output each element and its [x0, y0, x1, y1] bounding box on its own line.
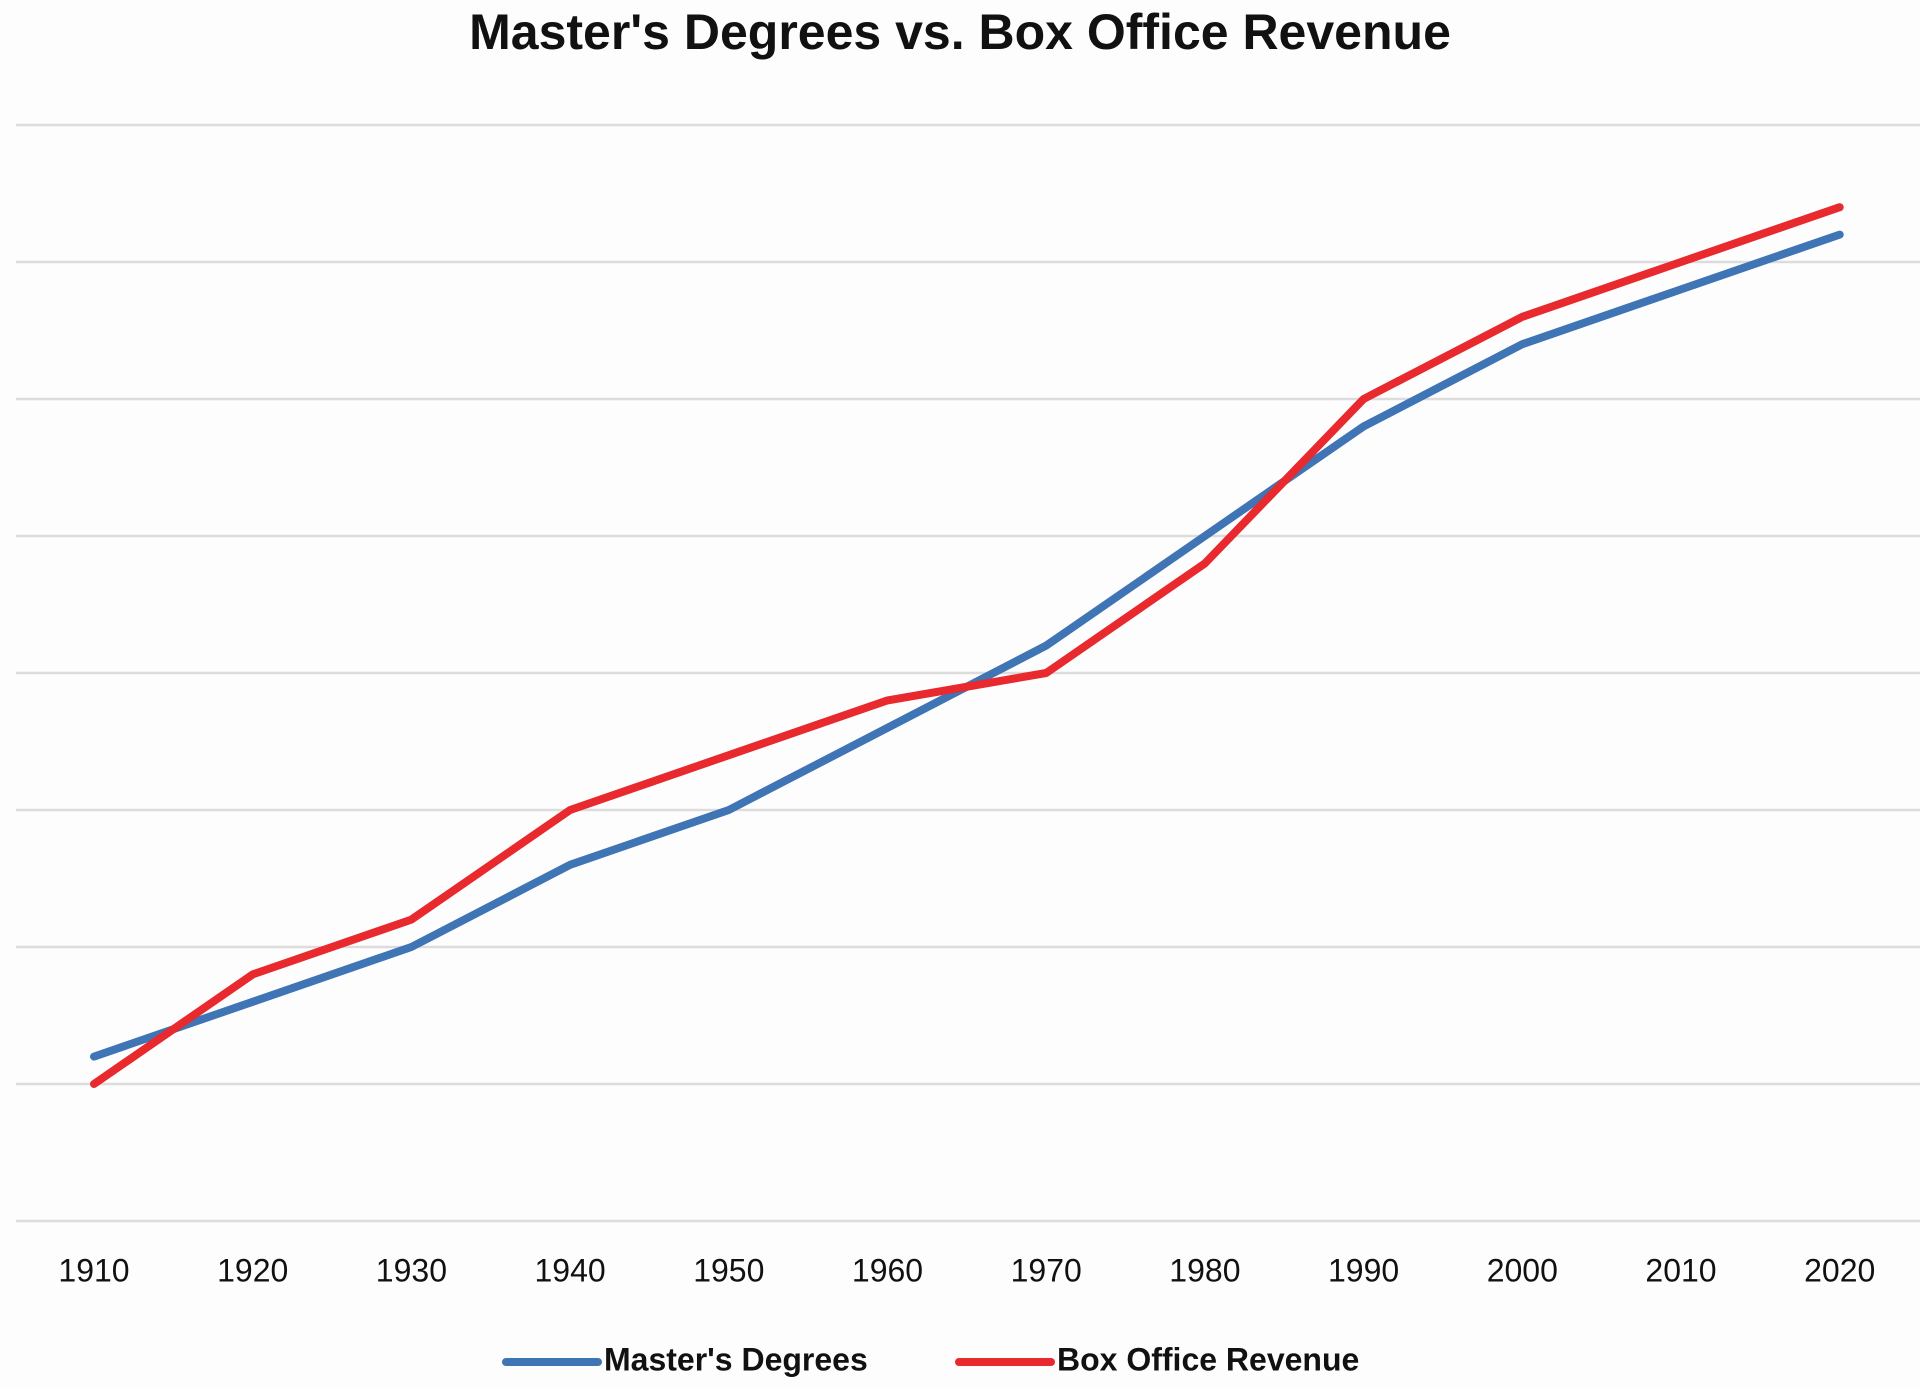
- x-tick-label: 1910: [58, 1252, 129, 1288]
- x-tick-label: 1920: [217, 1252, 288, 1288]
- x-tick-label: 1990: [1328, 1252, 1399, 1288]
- legend-label: Box Office Revenue: [1057, 1341, 1359, 1377]
- series-line: [90, 203, 1844, 1088]
- legend-label: Master's Degrees: [604, 1341, 868, 1377]
- x-tick-label: 2010: [1645, 1252, 1716, 1288]
- x-tick-label: 1960: [852, 1252, 923, 1288]
- x-tick-label: 1950: [693, 1252, 764, 1288]
- x-tick-label: 2020: [1804, 1252, 1875, 1288]
- x-tick-label: 1940: [535, 1252, 606, 1288]
- x-tick-label: 1970: [1011, 1252, 1082, 1288]
- chart-title: Master's Degrees vs. Box Office Revenue: [469, 4, 1451, 60]
- x-tick-label: 1980: [1169, 1252, 1240, 1288]
- x-tick-label: 2000: [1487, 1252, 1558, 1288]
- x-tick-label: 1930: [376, 1252, 447, 1288]
